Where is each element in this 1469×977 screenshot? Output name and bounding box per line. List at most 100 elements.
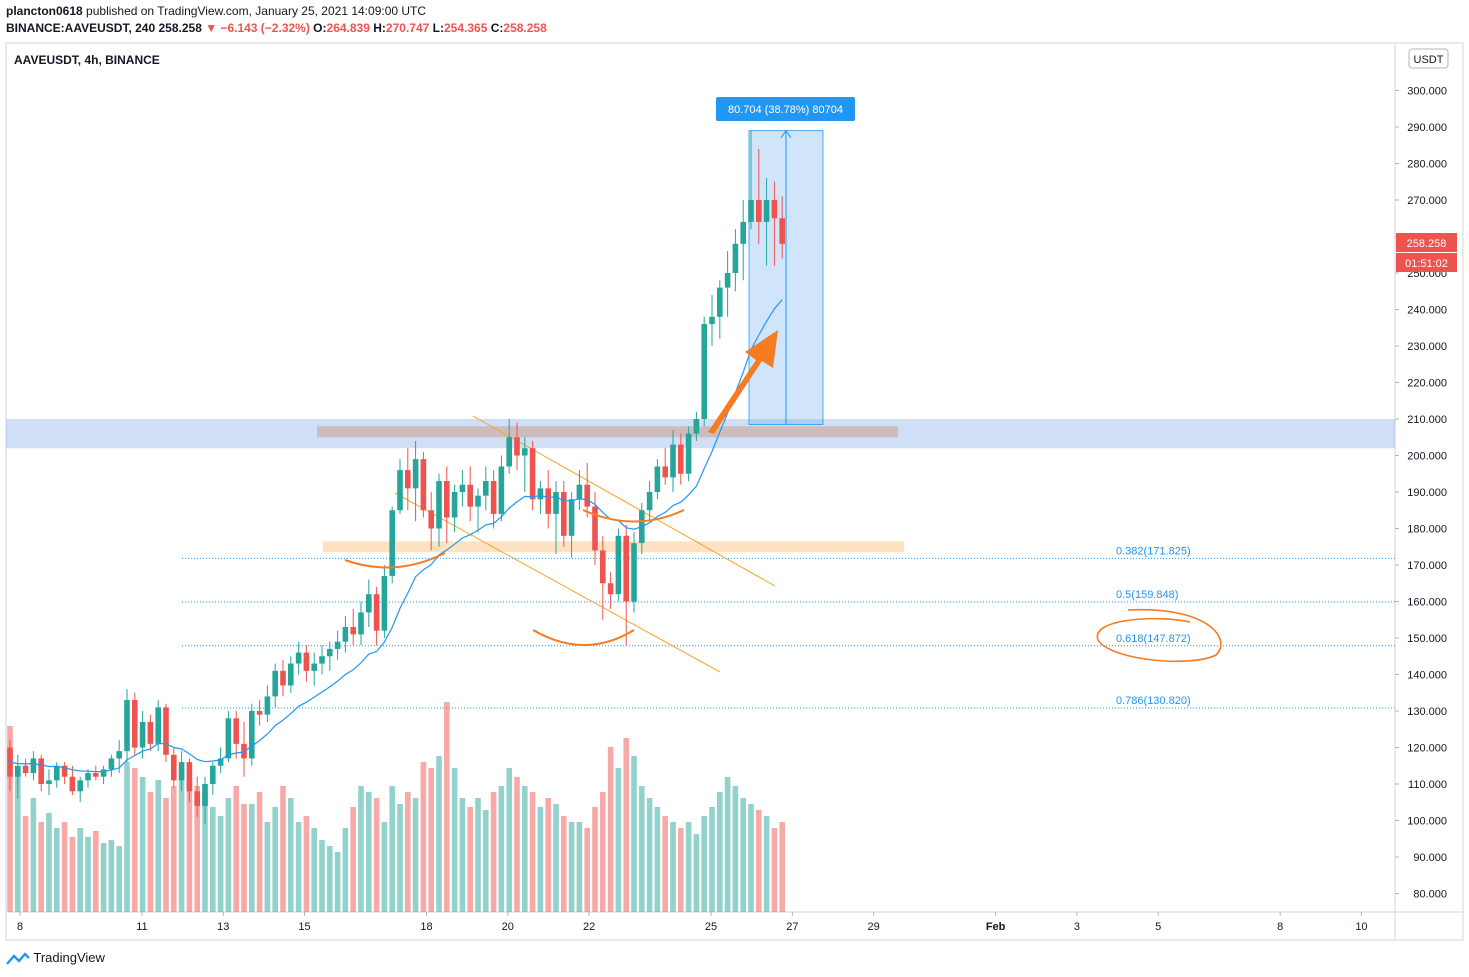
candle-body[interactable] — [740, 221, 746, 244]
candle-body[interactable] — [124, 700, 130, 752]
candle-body[interactable] — [553, 492, 559, 514]
candle-body[interactable] — [748, 200, 754, 222]
candle-body[interactable] — [537, 488, 544, 500]
candle-body[interactable] — [358, 612, 364, 635]
candle-body[interactable] — [342, 627, 349, 642]
candle-body[interactable] — [288, 663, 294, 686]
candle-body[interactable] — [155, 707, 161, 744]
candle-body[interactable] — [514, 437, 520, 456]
candle-body[interactable] — [350, 627, 356, 635]
candle-body[interactable] — [69, 776, 76, 792]
candle-body[interactable] — [592, 506, 598, 551]
candle-body[interactable] — [490, 481, 497, 514]
candle-body[interactable] — [264, 696, 271, 715]
candle-body[interactable] — [646, 492, 653, 511]
candle-body[interactable] — [85, 773, 91, 781]
candle-body[interactable] — [483, 481, 489, 496]
candle-body[interactable] — [38, 758, 44, 784]
candle-body[interactable] — [607, 583, 614, 595]
candle-body[interactable] — [303, 652, 310, 671]
candle-body[interactable] — [389, 510, 395, 576]
candle-body[interactable] — [732, 243, 739, 273]
candle-body[interactable] — [576, 484, 583, 500]
candle-body[interactable] — [319, 656, 325, 664]
candle-body[interactable] — [717, 287, 723, 317]
candle-body[interactable] — [506, 437, 512, 467]
candle-body[interactable] — [46, 780, 52, 784]
price-axis[interactable]: 80.000 90.000 100.000 110.000 120.000 130.000… — [1395, 86, 1447, 901]
candle-body[interactable] — [116, 751, 122, 759]
candle-body[interactable] — [412, 459, 419, 489]
candle-body[interactable] — [436, 481, 442, 529]
candle-body[interactable] — [670, 444, 676, 478]
candle-body[interactable] — [561, 492, 567, 536]
candle-body[interactable] — [451, 492, 458, 518]
author-name[interactable]: plancton0618 — [6, 4, 83, 18]
candle-body[interactable] — [701, 324, 707, 419]
candle-body[interactable] — [381, 575, 388, 631]
candle-body[interactable] — [405, 470, 411, 489]
candle-body[interactable] — [15, 765, 21, 777]
candles-layer[interactable] — [7, 130, 785, 825]
candle-body[interactable] — [61, 765, 68, 777]
candle-body[interactable] — [420, 459, 427, 511]
candle-body[interactable] — [249, 711, 255, 759]
candle-body[interactable] — [763, 200, 770, 222]
candle-body[interactable] — [22, 765, 29, 774]
candle-body[interactable] — [428, 510, 434, 529]
candle-body[interactable] — [678, 444, 684, 474]
candle-body[interactable] — [685, 433, 692, 474]
time-axis[interactable]: 8 11 13 15 18 20 22 25 27 29 Feb 3 5 8 10 — [17, 912, 1368, 933]
candle-body[interactable] — [225, 718, 232, 759]
footer-brand[interactable]: TradingView — [6, 950, 105, 966]
candle-body[interactable] — [529, 448, 536, 500]
candle-body[interactable] — [171, 754, 177, 781]
candle-body[interactable] — [100, 769, 107, 777]
candle-body[interactable] — [662, 466, 668, 478]
currency-badge[interactable]: USDT — [1408, 48, 1449, 69]
candle-body[interactable] — [132, 700, 138, 748]
candle-body[interactable] — [459, 484, 466, 492]
candle-body[interactable] — [631, 543, 637, 602]
candle-body[interactable] — [623, 535, 629, 602]
candle-body[interactable] — [373, 594, 380, 631]
candle-body[interactable] — [210, 765, 216, 784]
candle-body[interactable] — [334, 641, 341, 649]
candle-body[interactable] — [295, 652, 302, 664]
candle-body[interactable] — [498, 466, 505, 514]
candle-body[interactable] — [280, 670, 286, 686]
candle-body[interactable] — [256, 711, 263, 715]
candle-body[interactable] — [233, 718, 239, 744]
candle-body[interactable] — [311, 663, 317, 671]
candle-body[interactable] — [771, 200, 778, 219]
candle-body[interactable] — [139, 721, 146, 748]
candle-body[interactable] — [779, 218, 785, 244]
candle-body[interactable] — [756, 200, 762, 222]
candle-body[interactable] — [54, 765, 60, 781]
candle-body[interactable] — [615, 535, 622, 595]
candle-body[interactable] — [30, 758, 37, 774]
candle-body[interactable] — [93, 773, 99, 777]
candle-body[interactable] — [366, 594, 372, 613]
candle-body[interactable] — [178, 762, 185, 781]
candle-body[interactable] — [272, 670, 278, 697]
candle-body[interactable] — [202, 784, 208, 806]
candle-body[interactable] — [475, 495, 481, 507]
candle-body[interactable] — [147, 721, 154, 744]
candle-body[interactable] — [584, 484, 590, 507]
candle-body[interactable] — [194, 791, 200, 806]
candle-body[interactable] — [709, 316, 715, 325]
candle-body[interactable] — [467, 484, 473, 507]
candle-body[interactable] — [163, 707, 169, 755]
candle-body[interactable] — [397, 470, 403, 511]
candle-body[interactable] — [444, 481, 450, 518]
candle-body[interactable] — [654, 466, 661, 492]
candle-body[interactable] — [186, 762, 193, 792]
candle-body[interactable] — [568, 499, 575, 536]
candle-body[interactable] — [600, 550, 606, 584]
candle-body[interactable] — [724, 273, 731, 288]
candle-body[interactable] — [77, 780, 83, 792]
candle-body[interactable] — [693, 419, 700, 434]
candle-body[interactable] — [327, 648, 333, 657]
